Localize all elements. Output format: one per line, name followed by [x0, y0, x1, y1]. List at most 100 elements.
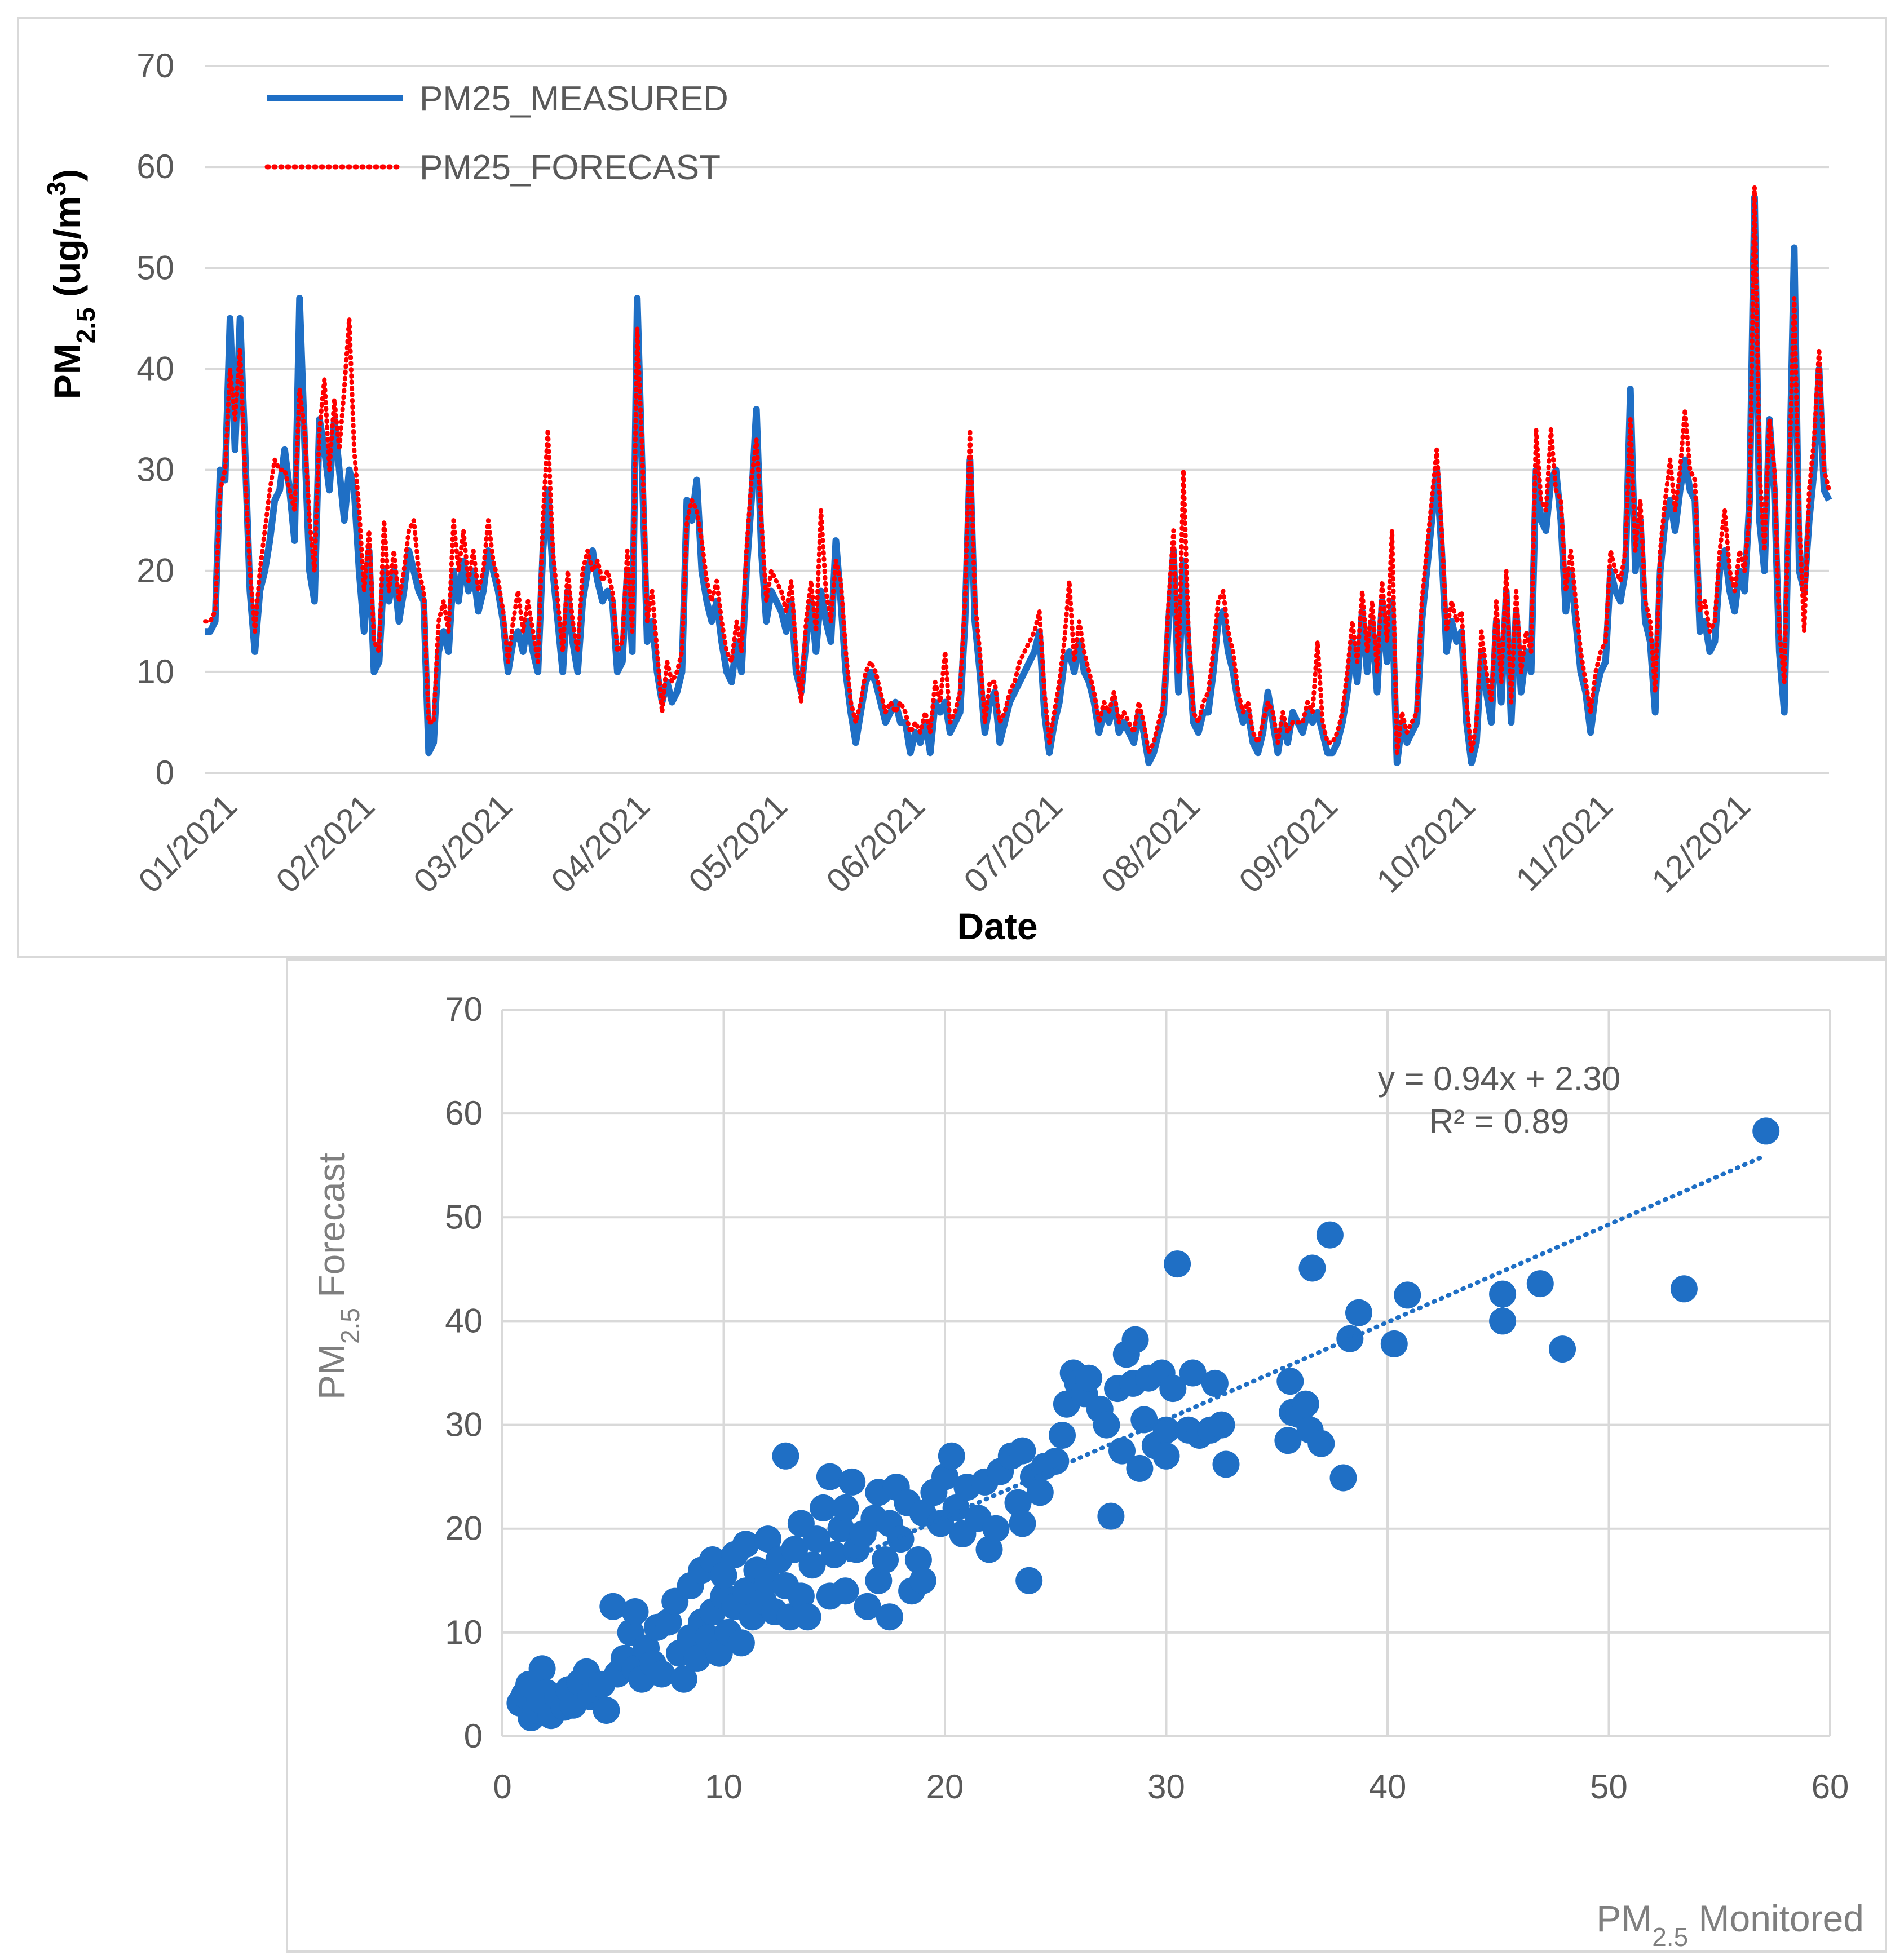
scatter-point [1752, 1117, 1780, 1145]
x-tick-label: 0 [493, 1768, 511, 1806]
y-tick-label: 10 [136, 653, 174, 691]
x-tick-label: 06/2021 [819, 787, 932, 900]
scatter-point [1121, 1326, 1149, 1354]
x-tick-label: 09/2021 [1231, 787, 1345, 900]
scatter-point [727, 1629, 755, 1657]
x-tick-label: 60 [1812, 1768, 1849, 1806]
scatter-point [816, 1463, 843, 1490]
y-tick-label: 30 [136, 451, 174, 489]
scatter-point [1274, 1427, 1302, 1454]
scatter-point [1316, 1221, 1344, 1249]
y-tick-label: 40 [136, 350, 174, 387]
scatter-point [1015, 1567, 1043, 1594]
x-tick-label: 04/2021 [544, 787, 657, 900]
scatter-point [876, 1603, 903, 1631]
scatter-point [872, 1546, 899, 1573]
scatter-point [1298, 1254, 1326, 1282]
scatter-point [781, 1536, 809, 1563]
y-tick-label: 70 [445, 990, 483, 1028]
scatter-point [1276, 1368, 1304, 1395]
scatter-point [1345, 1299, 1372, 1326]
x-tick-label: 05/2021 [681, 787, 794, 900]
scatter-point [1526, 1270, 1554, 1298]
scatter-point [683, 1644, 711, 1672]
y-tick-label: 30 [445, 1406, 483, 1444]
scatter-point [670, 1665, 697, 1693]
scatter-point [982, 1515, 1010, 1542]
y-tick-label: 70 [136, 47, 174, 85]
scatter-point [1489, 1280, 1517, 1308]
scatter-point [798, 1551, 826, 1579]
scatter-point [832, 1577, 859, 1605]
scatter-chart: 0 10 20 30 40 50 60 70 0 10 20 30 40 50 60 y = 0.94x … [311, 990, 1864, 1952]
legend: PM25_MEASURED PM25_FORECAST [264, 79, 728, 187]
scatter-point [1049, 1422, 1076, 1449]
scatter-point [787, 1582, 815, 1610]
x-tick-label: 07/2021 [956, 787, 1070, 900]
scatter-point [904, 1546, 932, 1573]
scatter-point [975, 1536, 1003, 1563]
scatter-point [1164, 1250, 1191, 1278]
scatter-point [1549, 1335, 1576, 1363]
legend-measured-label: PM25_MEASURED [419, 79, 728, 118]
y-tick-label: 20 [136, 552, 174, 590]
y-tick-label: 0 [464, 1717, 483, 1755]
scatter-point [1152, 1442, 1180, 1470]
scatter-point [1179, 1359, 1207, 1387]
scatter-point [772, 1442, 799, 1470]
scatter-point [528, 1655, 556, 1683]
legend-forecast-label: PM25_FORECAST [419, 148, 721, 187]
x-tick-label: 50 [1590, 1768, 1628, 1806]
y-tick-label: 0 [156, 754, 174, 791]
trendline-equation: y = 0.94x + 2.30 [1378, 1060, 1620, 1098]
scatter-point [732, 1531, 759, 1558]
scatter-point [1042, 1448, 1070, 1475]
y-tick-label: 50 [445, 1198, 483, 1236]
scatter-point [599, 1593, 627, 1620]
x-tick-label: 40 [1369, 1768, 1407, 1806]
scatter-point [827, 1515, 855, 1542]
scatter-point [810, 1494, 837, 1521]
scatter-point [865, 1567, 893, 1594]
scatter-point [1159, 1375, 1187, 1403]
scatter-point [655, 1608, 682, 1636]
x-axis-title: Date [957, 905, 1037, 947]
scatter-point [1097, 1502, 1125, 1530]
x-tick-label: 08/2021 [1094, 787, 1207, 900]
scatter-point [1307, 1430, 1335, 1457]
y-tick-label: 40 [445, 1302, 483, 1339]
scatter-point [931, 1463, 958, 1490]
scatter-point [1212, 1450, 1240, 1478]
scatter-point [803, 1525, 830, 1553]
time-series-chart: 0 10 20 30 40 50 60 70 01/2021 02/2021 03/2021 04/… [42, 47, 1832, 947]
scatter-point [1026, 1479, 1054, 1506]
scatter-point [754, 1525, 781, 1553]
x-tick-label: 01/2021 [131, 787, 244, 900]
y-axis-title: PM2.5 Forecast [311, 1153, 365, 1400]
scatter-point [621, 1598, 649, 1625]
scatter-point [648, 1660, 675, 1688]
scatter-point [593, 1697, 620, 1724]
x-tick-label: 03/2021 [406, 787, 519, 900]
x-tick-label: 30 [1147, 1768, 1185, 1806]
x-tick-label: 02/2021 [268, 787, 382, 900]
scatter-point [1670, 1275, 1698, 1303]
y-tick-label: 60 [136, 148, 174, 185]
scatter-point [705, 1639, 733, 1667]
scatter-point [838, 1468, 866, 1496]
scatter-point [1108, 1437, 1136, 1465]
y-tick-label: 10 [445, 1613, 483, 1651]
scatter-point [909, 1567, 936, 1594]
scatter-point [1075, 1364, 1103, 1392]
x-axis-title: PM2.5 Monitored [1596, 1898, 1864, 1952]
scatter-point [854, 1593, 881, 1620]
series-line-forecast [203, 185, 1831, 755]
scatter-point [1329, 1464, 1357, 1492]
x-tick-label: 10/2021 [1369, 787, 1482, 900]
scatter-chart-panel: 0 10 20 30 40 50 60 70 0 10 20 30 40 50 60 y = 0.94x … [286, 958, 1887, 1953]
y-tick-label: 60 [445, 1094, 483, 1132]
scatter-point [1292, 1390, 1319, 1418]
x-tick-label: 10 [705, 1768, 743, 1806]
scatter-point [1394, 1281, 1421, 1309]
x-tick-label: 11/2021 [1509, 787, 1620, 899]
